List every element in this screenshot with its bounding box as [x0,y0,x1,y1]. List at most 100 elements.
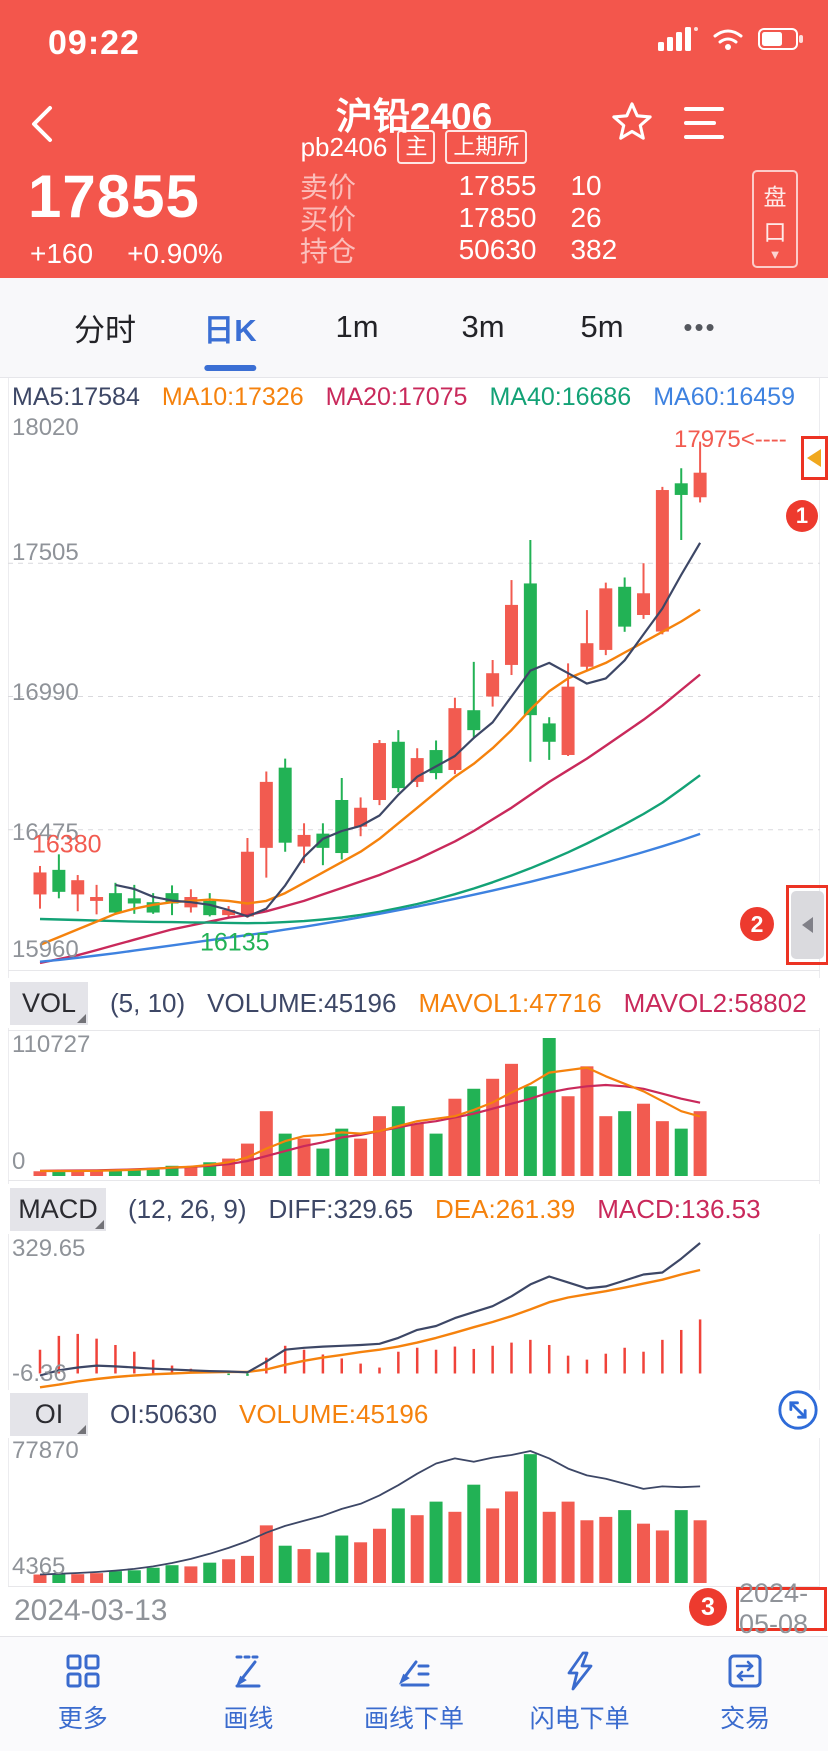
toolbar-label: 闪电下单 [529,1705,630,1733]
quote-value: 17850 [458,202,537,233]
macd-indicator-dropdown[interactable]: MACD [10,1187,106,1231]
volume-chart[interactable] [0,1031,828,1179]
divider [8,1586,820,1587]
axis-label: 0 [12,1148,26,1175]
tab-日K[interactable]: 日K [203,278,257,376]
macd-header: MACD (12, 26, 9) DIFF:329.65 DEA:261.39 MA… [0,1184,828,1234]
axis-label: 77870 [12,1437,79,1464]
price-change: +160 [30,238,94,269]
quote-row: 持仓 50630 382 [300,234,640,267]
grid-icon [61,1649,105,1693]
price-flag-icon [807,449,821,467]
axis-label: 18020 [12,414,79,441]
chart-scroll-button[interactable] [791,891,824,959]
back-button[interactable] [24,102,64,146]
divider [8,1030,820,1031]
quote-label: 卖价 [300,172,357,203]
contract-code: pb2406 [300,131,388,162]
axis-label: -6.36 [12,1360,67,1387]
tab-5m[interactable]: 5m [580,309,624,344]
quote-row: 卖价 17855 10 [300,170,640,203]
divider [8,970,820,971]
active-tab-underline [203,365,256,371]
annotation-left-high: 16380 [32,830,102,859]
candlestick-chart[interactable] [0,415,828,968]
draw-line-icon [226,1649,270,1693]
ma-legend-item: MA10:17326 [161,382,304,411]
triangle-left-icon [802,917,813,933]
toolbar-label: 画线下单 [363,1705,464,1733]
price-change-row: +160 +0.90% [30,238,223,270]
axis-label: 16990 [12,679,79,706]
macd-chart[interactable] [0,1233,828,1389]
toolbar-grid[interactable]: 更多 [0,1637,166,1751]
vol-indicator-dropdown[interactable]: VOL [10,981,88,1025]
signal-icon [658,26,698,52]
quote-label: 买价 [300,204,357,235]
vol-params: (5, 10) [110,987,186,1018]
chart-start-date: 2024-03-13 [14,1594,168,1627]
quote-value: 17855 [458,170,537,201]
trade-icon [723,1649,767,1693]
vol-legend-item: MAVOL1:47716 [418,987,602,1018]
toolbar-draw-line[interactable]: 画线 [166,1637,332,1751]
annotation-swing-low: 16135 [200,928,270,957]
axis-label: 15960 [12,936,79,963]
lightning-icon [558,1649,602,1693]
last-price: 17855 [28,163,200,230]
axis-label: 329.65 [12,1235,86,1262]
oi-indicator-dropdown[interactable]: OI [10,1392,88,1436]
annotation-last-high: 17975<---- [674,426,787,453]
toolbar-draw-order[interactable]: 画线下单 [331,1637,497,1751]
annotation-badge-1: 1 [786,500,818,532]
order-book-button[interactable]: 盘 口 ▼ [752,170,798,268]
quote-row: 买价 17850 26 [300,202,640,235]
ma-legend-item: MA60:16459 [653,382,795,411]
macd-params: (12, 26, 9) [128,1193,247,1224]
favorite-star-icon[interactable] [610,100,654,144]
vol-header: VOL (5, 10) VOLUME:45196 MAVOL1:47716 MAVO… [0,978,828,1028]
axis-label: 110727 [12,1031,91,1058]
draw-order-icon [392,1649,436,1693]
annotation-badge-3: 3 [689,1588,727,1626]
main-contract-badge: 主 [397,130,436,164]
oi-legend-item: OI:50630 [110,1398,217,1429]
order-book-char2: 口 [763,218,787,245]
quote-value: 50630 [458,234,537,265]
tab-more-dots[interactable]: ••• [683,311,717,342]
quote-label: 持仓 [300,236,357,267]
toolbar-label: 画线 [223,1705,274,1733]
divider [8,1180,820,1181]
expand-chart-icon[interactable] [776,1388,820,1432]
ma-legend-item: MA40:16686 [489,382,632,411]
oi-legend-item: VOLUME:45196 [238,1398,429,1429]
wifi-icon [712,27,744,51]
macd-legend-item: MACD:136.53 [597,1193,761,1224]
vol-legend-item: MAVOL2:58802 [623,987,807,1018]
period-tabbar: 分时 日K 1m 3m 5m ••• [0,278,828,378]
exchange-badge: 上期所 [445,130,528,164]
oi-chart[interactable] [0,1438,828,1585]
tab-分时[interactable]: 分时 [74,312,136,348]
axis-label: 16475 [12,819,79,846]
tab-3m[interactable]: 3m [461,309,505,344]
ma-legend: MA5:17584 MA10:17326 MA20:17075 MA40:16686 M… [12,382,822,412]
bottom-toolbar: 更多 画线 画线下单 闪电下单 交易 [0,1636,828,1751]
toolbar-lightning[interactable]: 闪电下单 [497,1637,663,1751]
chart-end-date: 2024-05-08 [739,1578,809,1639]
toolbar-trade[interactable]: 交易 [662,1637,828,1751]
watchlist-menu-icon[interactable] [684,104,724,142]
annotation-box-scroll [786,885,828,965]
quote-extra: 26 [570,202,602,233]
annotation-box-end-date: 2024-05-08 [736,1578,827,1639]
tab-1m[interactable]: 1m [335,309,379,344]
macd-legend-item: DEA:261.39 [435,1193,576,1224]
price-change-pct: +0.90% [127,238,223,269]
quote-rows: 卖价 17855 10 买价 17850 26 持仓 50630 382 [300,170,640,267]
header: 09:22 沪铅2406 pb2406 [0,0,828,278]
toolbar-label: 交易 [720,1705,771,1733]
chevron-down-icon: ▼ [768,246,782,262]
quote-extra: 382 [570,234,618,265]
annotation-box-price-flag [801,436,828,480]
